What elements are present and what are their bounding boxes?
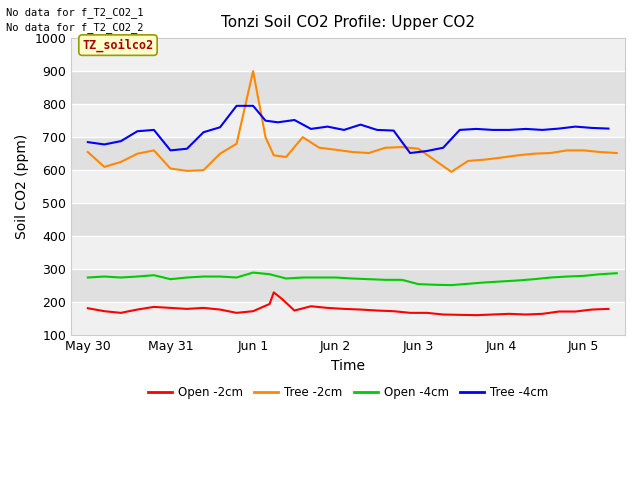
Y-axis label: Soil CO2 (ppm): Soil CO2 (ppm) xyxy=(15,134,29,240)
Bar xyxy=(71,104,625,137)
Text: TZ_soilco2: TZ_soilco2 xyxy=(83,38,154,52)
Bar xyxy=(71,137,625,170)
Legend: Open -2cm, Tree -2cm, Open -4cm, Tree -4cm: Open -2cm, Tree -2cm, Open -4cm, Tree -4… xyxy=(143,381,553,404)
Bar xyxy=(71,71,625,104)
Bar xyxy=(71,170,625,203)
Bar xyxy=(71,269,625,302)
Bar xyxy=(71,302,625,336)
Bar xyxy=(71,236,625,269)
Text: No data for f_T2_CO2_1: No data for f_T2_CO2_1 xyxy=(6,7,144,18)
Bar xyxy=(71,203,625,236)
X-axis label: Time: Time xyxy=(331,359,365,372)
Title: Tonzi Soil CO2 Profile: Upper CO2: Tonzi Soil CO2 Profile: Upper CO2 xyxy=(221,15,475,30)
Bar xyxy=(71,38,625,71)
Text: No data for f_T2_CO2_2: No data for f_T2_CO2_2 xyxy=(6,22,144,33)
